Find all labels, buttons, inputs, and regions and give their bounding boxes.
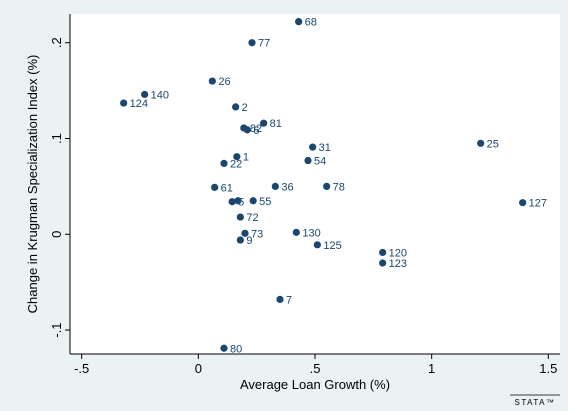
x-tick-label: 0	[195, 361, 202, 376]
data-point	[220, 159, 228, 168]
data-point-label: 61	[221, 182, 233, 194]
data-point	[295, 18, 303, 26]
data-point-label: 77	[258, 38, 270, 50]
data-point	[313, 241, 321, 249]
x-tick-label: 1	[428, 361, 435, 376]
data-point-label: 5	[238, 197, 244, 209]
x-tick-label: 1.5	[539, 361, 557, 376]
data-point	[236, 213, 244, 221]
data-point-label: 7	[286, 294, 292, 306]
data-point-label: 125	[323, 240, 341, 252]
data-point-label: 31	[319, 142, 331, 154]
data-point-label: 73	[251, 228, 263, 240]
data-point	[233, 153, 241, 161]
data-point	[379, 259, 387, 267]
y-tick-label: .2	[49, 37, 64, 48]
data-point	[379, 248, 387, 257]
data-point-label: 130	[302, 227, 320, 239]
y-tick-label: .1	[49, 133, 64, 144]
data-point	[141, 90, 149, 99]
data-point-label: 36	[281, 181, 293, 193]
data-point	[120, 99, 128, 107]
data-point-label: 81	[270, 118, 282, 130]
data-point	[248, 39, 256, 47]
data-point	[208, 77, 216, 85]
plot-region	[70, 14, 560, 354]
data-point	[323, 182, 331, 190]
data-point-label: 80	[230, 343, 242, 355]
axes: -.5 0 .5 1 1.5 -.1 0 .1 .2	[49, 14, 560, 376]
data-point-label: 78	[333, 181, 345, 193]
data-point-label: 120	[389, 247, 407, 259]
y-tick-label: -.1	[49, 322, 64, 337]
data-point	[304, 156, 312, 165]
data-point	[220, 344, 228, 352]
data-point	[234, 197, 242, 205]
data-point-label: 9	[246, 235, 252, 247]
y-tick-label: 0	[49, 231, 64, 238]
data-point	[292, 228, 300, 236]
data-point	[236, 236, 244, 244]
data-point	[519, 199, 527, 207]
data-point-label: 68	[305, 17, 317, 29]
data-point-label: 127	[529, 198, 547, 210]
data-point-label: 82	[250, 123, 262, 135]
data-point-label: 22	[230, 158, 242, 170]
data-point	[271, 182, 279, 190]
data-point	[309, 143, 317, 151]
data-point-label: 2	[242, 102, 248, 114]
data-point	[228, 198, 236, 206]
x-tick-label: .5	[310, 361, 321, 376]
data-point	[260, 119, 268, 127]
data-point-label: 1	[243, 152, 249, 164]
data-point-label: 140	[151, 89, 169, 101]
data-point-label: 72	[246, 212, 258, 224]
stata-logo-text: STATA™	[515, 398, 556, 407]
data-point	[232, 103, 240, 111]
data-point	[211, 183, 219, 191]
y-axis-title: Change in Krugman Specialization Index (…	[25, 55, 40, 314]
data-point-label: 25	[487, 138, 499, 150]
data-point-label: 54	[314, 156, 326, 168]
data-point-label: 123	[389, 258, 407, 270]
data-point-label: 6	[253, 125, 259, 137]
stata-logo: STATA™	[510, 394, 560, 407]
x-tick-label: -.5	[74, 361, 89, 376]
x-axis-title: Average Loan Growth (%)	[240, 377, 390, 392]
data-point-label: 124	[130, 98, 148, 110]
data-point	[249, 197, 257, 205]
data-point	[276, 295, 284, 304]
data-point	[243, 126, 251, 134]
data-point	[241, 229, 249, 237]
data-point-label: 26	[218, 76, 230, 88]
data-point	[477, 139, 485, 147]
data-point-label: 55	[259, 196, 271, 208]
